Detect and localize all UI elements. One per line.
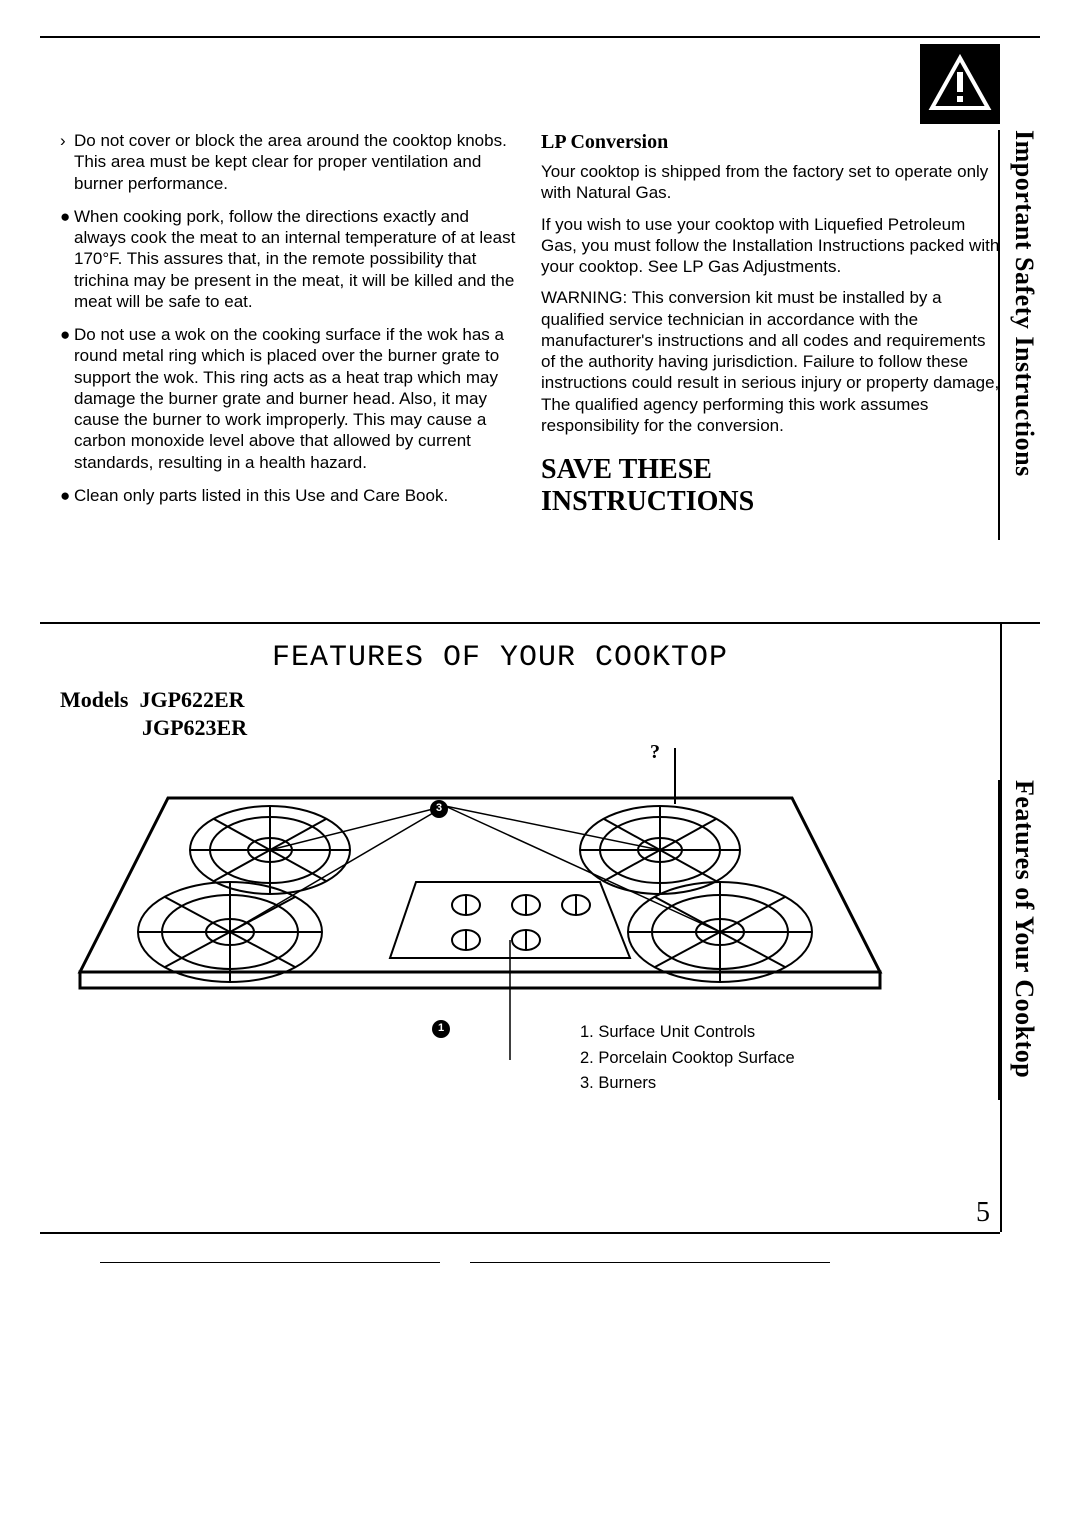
bullet-item: ● Clean only parts listed in this Use an… [60,485,519,506]
mid-rule [40,622,1000,624]
warning-icon [920,44,1000,124]
bullet-mark: ● [60,485,74,506]
callout-dot-1: 1 [432,1020,450,1038]
bullet-lead-text: Clean only parts listed in this Use and … [74,486,448,505]
model-numbers: Models JGP622ER JGP623ER [60,686,247,741]
bullet-item: ● Do not use a wok on the cooking surfac… [60,324,519,473]
page-number: 5 [976,1195,990,1230]
save-line: SAVE THESE [541,454,1000,486]
model-b: JGP623ER [60,714,247,742]
side-tab-safety: Important Safety Instructions [998,130,1041,540]
features-title: FEATURES OF YOUR COOKTOP [0,640,1000,678]
bullet-text: Do not use a wok on the cooking surface … [74,324,519,473]
models-label: Models [60,687,128,712]
lp-para: Your cooktop is shipped from the factory… [541,161,1000,204]
callout-dot-3: 3 [430,800,448,818]
left-column: › Do not cover or block the area around … [60,130,519,518]
bullet-mark: ● [60,206,74,312]
bullet-text: When cooking pork, follow the directions… [74,206,519,312]
lp-para: WARNING: This conversion kit must be ins… [541,287,1000,436]
manual-page: › Do not cover or block the area around … [0,0,1080,1528]
bullet-item: ● When cooking pork, follow the directio… [60,206,519,312]
diagram-legend: 1. Surface Unit Controls 2. Porcelain Co… [580,1020,795,1097]
two-column-body: › Do not cover or block the area around … [60,130,1000,518]
legend-item: 2. Porcelain Cooktop Surface [580,1046,795,1072]
right-column: LP Conversion Your cooktop is shipped fr… [541,130,1000,518]
footer-rule [470,1262,830,1263]
bullet-item: › Do not cover or block the area around … [60,130,519,194]
bullet-rest-text: This area must be kept clear for proper … [74,152,481,192]
bullet-text: Do not cover or block the area around th… [74,130,519,194]
legend-item: 1. Surface Unit Controls [580,1020,795,1046]
side-divider [1000,622,1040,624]
side-tab-features: Features of Your Cooktop [998,780,1041,1100]
bullet-lead-text: When cooking pork, [74,207,224,226]
lp-heading: LP Conversion [541,130,1000,155]
lp-para: If you wish to use your cooktop with Liq… [541,214,1000,278]
bullet-lead-text: Do not cover or block the area around th… [74,131,507,150]
model-a: JGP622ER [139,687,244,712]
bullet-mark: ● [60,324,74,473]
save-line: INSTRUCTIONS [541,486,1000,518]
top-rule [40,36,1040,38]
footer-rule [100,1262,440,1263]
cooktop-diagram [60,740,900,1060]
bullet-mark: › [60,130,74,194]
legend-item: 3. Burners [580,1071,795,1097]
bullet-text: Clean only parts listed in this Use and … [74,485,519,506]
bottom-rule [40,1232,1000,1234]
save-instructions: SAVE THESE INSTRUCTIONS [541,454,1000,518]
